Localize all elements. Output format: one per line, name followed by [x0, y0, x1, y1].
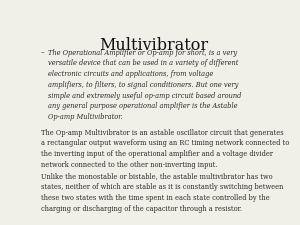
Text: a rectangular output waveform using an RC timing network connected to: a rectangular output waveform using an R… — [40, 140, 289, 147]
Text: the inverting input of the operational amplifier and a voltage divider: the inverting input of the operational a… — [40, 150, 273, 158]
Text: Op-amp Multivibrator.: Op-amp Multivibrator. — [48, 113, 122, 121]
Text: network connected to the other non-inverting input.: network connected to the other non-inver… — [40, 161, 217, 169]
Text: states, neither of which are stable as it is constantly switching between: states, neither of which are stable as i… — [40, 183, 283, 191]
Text: –: – — [40, 49, 44, 56]
Text: amplifiers, to filters, to signal conditioners. But one very: amplifiers, to filters, to signal condit… — [48, 81, 238, 89]
Text: versatile device that can be used in a variety of different: versatile device that can be used in a v… — [48, 59, 238, 67]
Text: The Operational Amplifier or Op-amp for short, is a very: The Operational Amplifier or Op-amp for … — [48, 49, 237, 56]
Text: Multivibrator: Multivibrator — [99, 37, 208, 54]
Text: these two states with the time spent in each state controlled by the: these two states with the time spent in … — [40, 194, 269, 202]
Text: charging or discharging of the capacitor through a resistor.: charging or discharging of the capacitor… — [40, 205, 242, 213]
Text: simple and extremely useful op-amp circuit based around: simple and extremely useful op-amp circu… — [48, 92, 241, 100]
Text: Unlike the monostable or bistable, the astable multivibrator has two: Unlike the monostable or bistable, the a… — [40, 173, 272, 180]
Text: electronic circuits and applications, from voltage: electronic circuits and applications, fr… — [48, 70, 213, 78]
Text: any general purpose operational amplifier is the Astable: any general purpose operational amplifie… — [48, 102, 237, 110]
Text: The Op-amp Multivibrator is an astable oscillator circuit that generates: The Op-amp Multivibrator is an astable o… — [40, 129, 283, 137]
